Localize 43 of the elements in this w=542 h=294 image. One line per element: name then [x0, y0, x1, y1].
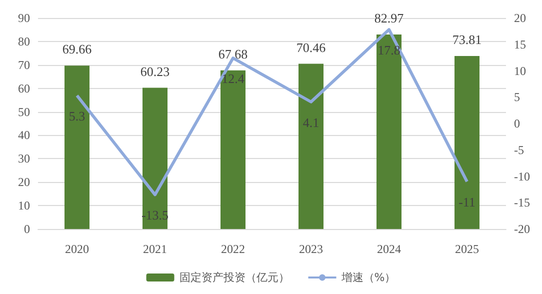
data-label: 73.81: [452, 32, 482, 47]
bar: [298, 64, 324, 229]
x-tick-label: 2022: [221, 242, 245, 256]
x-tick-label: 2024: [377, 242, 401, 256]
bar: [376, 34, 402, 229]
y2-tick-label: 5: [514, 90, 520, 104]
bar: [220, 70, 246, 229]
data-label: -11: [458, 194, 476, 210]
y-tick-label: 90: [18, 11, 30, 25]
data-label: 67.68: [218, 46, 248, 62]
y-tick-label: 80: [18, 34, 30, 48]
y-tick-label: 30: [18, 152, 30, 166]
y-tick-label: 70: [18, 58, 30, 72]
y2-tick-label: -10: [514, 169, 530, 184]
y2-tick-label: -15: [514, 196, 530, 210]
bar: [142, 88, 168, 229]
y2-tick-label: 0: [514, 116, 520, 130]
x-tick-label: 2025: [455, 242, 479, 256]
y2-tick-label: 15: [514, 37, 526, 52]
data-label: 4.1: [302, 114, 320, 130]
y-tick-label: 10: [18, 198, 30, 213]
y-tick-label: 50: [18, 104, 30, 119]
y-tick-label: 40: [18, 128, 30, 142]
x-tick-label: 2021: [143, 242, 167, 256]
legend-label: 固定资产投资（亿元）: [179, 271, 290, 284]
y2-tick-label: 10: [514, 64, 526, 78]
data-label: 5.3: [68, 108, 86, 124]
bar: [454, 56, 480, 229]
y-tick-label: 60: [18, 81, 30, 96]
legend-label: 增速（%）: [340, 271, 396, 284]
y-tick-label: 20: [18, 175, 30, 190]
data-label: 70.46: [296, 40, 326, 55]
data-label: 60.23: [140, 64, 170, 79]
y2-tick-label: -20: [514, 222, 530, 236]
bar: [64, 66, 90, 229]
y2-tick-label: 20: [514, 11, 526, 25]
data-label: 12.4: [222, 71, 245, 86]
data-label: 82.97: [374, 10, 404, 26]
x-tick-label: 2023: [299, 242, 323, 256]
x-tick-label: 2020: [65, 242, 89, 256]
y2-tick-label: -5: [514, 142, 524, 157]
y-tick-label: 0: [24, 222, 30, 236]
data-label: 69.66: [62, 42, 92, 57]
